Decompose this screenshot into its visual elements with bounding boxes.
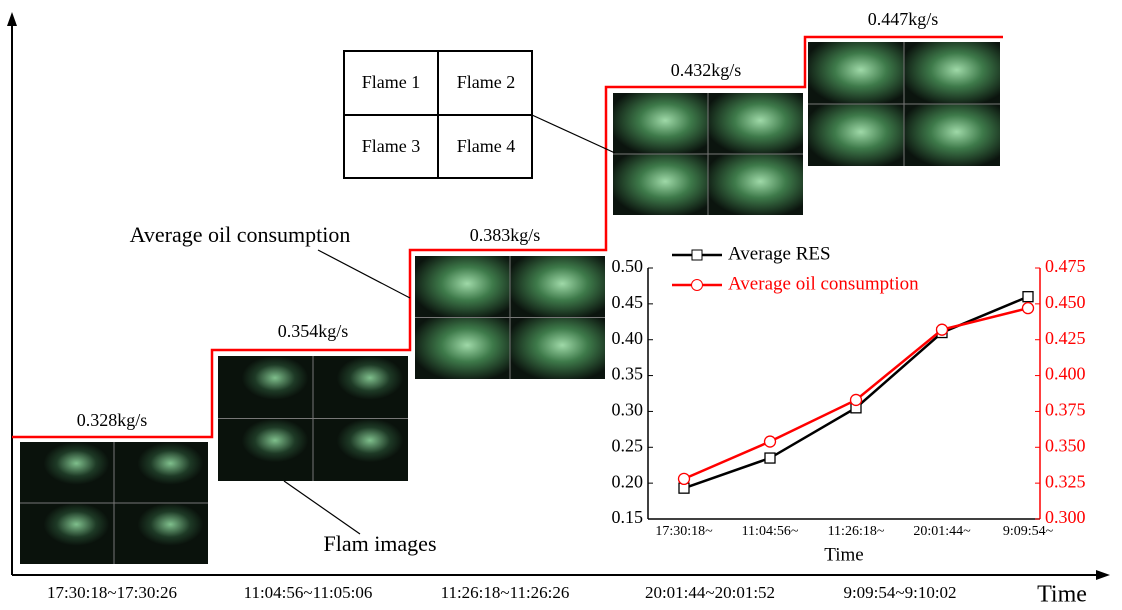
flame-quadrant <box>415 318 510 380</box>
step-label: 0.328kg/s <box>77 410 148 430</box>
y2-tick-label: 0.450 <box>1045 292 1086 312</box>
leader-line <box>532 115 615 153</box>
flame-quadrant <box>510 256 605 318</box>
flame-quadrant <box>708 154 803 215</box>
x-tick-label: 20:01:44~ <box>913 524 971 539</box>
marker <box>679 473 690 484</box>
step-label: 0.383kg/s <box>470 225 541 245</box>
flame-quadrant <box>218 419 313 482</box>
flame-quadrant <box>313 419 408 482</box>
time-label: 20:01:44~20:01:52 <box>645 583 775 602</box>
y-tick-label: 0.30 <box>612 400 644 420</box>
legend-label: Average RES <box>728 243 831 264</box>
flame-label: Flame 3 <box>362 136 421 156</box>
flame-quadrant <box>415 256 510 318</box>
time-label: 9:09:54~9:10:02 <box>843 583 956 602</box>
marker <box>1023 292 1033 302</box>
y-tick-label: 0.50 <box>612 256 644 276</box>
y2-tick-label: 0.400 <box>1045 364 1086 384</box>
marker <box>1023 303 1034 314</box>
leader-line <box>284 481 360 534</box>
flame-quadrant <box>708 93 803 154</box>
y2-tick-label: 0.425 <box>1045 328 1086 348</box>
flame-quadrant <box>313 356 408 419</box>
flame-quadrant <box>904 42 1000 104</box>
leader-line <box>318 250 410 298</box>
annotation: Flam images <box>323 531 436 556</box>
flame-label: Flame 1 <box>362 72 421 92</box>
flame-quadrant <box>218 356 313 419</box>
x-tick-label: 9:09:54~ <box>1003 524 1054 539</box>
y-tick-label: 0.35 <box>612 364 644 384</box>
y-tick-label: 0.45 <box>612 292 644 312</box>
inset-chart: 0.150.200.250.300.350.400.450.500.3000.3… <box>612 243 1086 565</box>
flame-quadrant <box>114 503 208 564</box>
marker <box>765 453 775 463</box>
legend-marker <box>692 280 703 291</box>
time-label: 11:04:56~11:05:06 <box>244 583 373 602</box>
annotation: Average oil consumption <box>130 222 351 247</box>
flame-quadrant <box>613 93 708 154</box>
y2-tick-label: 0.350 <box>1045 435 1086 455</box>
flame-label: Flame 4 <box>457 136 516 156</box>
axis-arrow <box>7 12 17 26</box>
y-tick-label: 0.25 <box>612 435 644 455</box>
y-tick-label: 0.20 <box>612 471 644 491</box>
flame-quadrant <box>20 503 114 564</box>
flame-label: Flame 2 <box>457 72 516 92</box>
step-label: 0.432kg/s <box>671 60 742 80</box>
x-tick-label: 11:04:56~ <box>742 524 799 539</box>
legend-label: Average oil consumption <box>728 273 919 294</box>
flame-quadrant <box>613 154 708 215</box>
time-label: 11:26:18~11:26:26 <box>441 583 570 602</box>
legend-marker <box>692 250 702 260</box>
y2-tick-label: 0.475 <box>1045 256 1086 276</box>
x-axis-title: Time <box>824 544 863 565</box>
y-tick-label: 0.15 <box>612 507 644 527</box>
marker <box>765 436 776 447</box>
x-tick-label: 17:30:18~ <box>655 524 713 539</box>
flame-quadrant <box>808 104 904 166</box>
y2-tick-label: 0.375 <box>1045 400 1086 420</box>
time-label: 17:30:18~17:30:26 <box>47 583 177 602</box>
step-label: 0.447kg/s <box>868 9 939 29</box>
marker <box>851 394 862 405</box>
y-tick-label: 0.40 <box>612 328 644 348</box>
flame-quadrant <box>904 104 1000 166</box>
page: Time Flame 1 Flame 2 Flame 3 Flame 4 Ave… <box>0 0 1122 610</box>
flame-quadrant <box>510 318 605 380</box>
flame-quadrant <box>808 42 904 104</box>
step-label: 0.354kg/s <box>278 321 349 341</box>
y2-tick-label: 0.325 <box>1045 471 1086 491</box>
axis-arrow <box>1096 570 1110 580</box>
marker <box>937 324 948 335</box>
flame-quadrant <box>20 442 114 503</box>
x-tick-label: 11:26:18~ <box>828 524 885 539</box>
figure: Time Flame 1 Flame 2 Flame 3 Flame 4 Ave… <box>0 0 1122 610</box>
axis-title: Time <box>1037 582 1087 608</box>
flame-quadrant <box>114 442 208 503</box>
